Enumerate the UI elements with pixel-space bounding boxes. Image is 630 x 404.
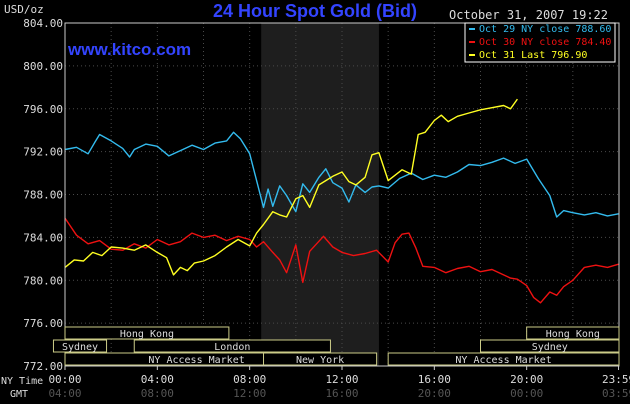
x-tick-label-gmt: 04:00	[48, 387, 81, 400]
session-label: London	[214, 342, 250, 353]
x-tick-label-ny: 04:00	[141, 373, 174, 386]
y-tick-label: 784.00	[23, 231, 63, 244]
x-tick-label-gmt: 20:00	[418, 387, 451, 400]
series-line-3	[64, 98, 518, 276]
session-bar	[133, 339, 331, 353]
y-tick-label: 772.00	[23, 360, 63, 373]
timestamp: October 31, 2007 19:22	[449, 8, 608, 22]
x-tick-label-gmt: 03:59	[602, 387, 630, 400]
x-tick-label-ny: 12:00	[325, 373, 358, 386]
legend-swatch-oct29	[469, 28, 475, 30]
legend-swatch-oct31	[469, 54, 475, 56]
chart-title: 24 Hour Spot Gold (Bid)	[213, 1, 417, 21]
x-tick-label-ny: 00:00	[48, 373, 81, 386]
session-label: Hong Kong	[120, 329, 174, 340]
session-label: Sydney	[62, 342, 98, 353]
session-bar	[263, 352, 378, 366]
x-tick-label-gmt: 12:00	[233, 387, 266, 400]
y-tick-label: 776.00	[23, 317, 63, 330]
x-tick-label-ny: 20:00	[510, 373, 543, 386]
legend-box	[464, 22, 616, 63]
session-label: New York	[296, 355, 344, 366]
session-bar	[387, 352, 620, 366]
x-tick-label-ny: 08:00	[233, 373, 266, 386]
y-tick-label: 792.00	[23, 146, 63, 159]
legend-oct30: Oct 30 NY close 784.40	[479, 37, 611, 48]
x-tick-label-gmt: 00:00	[510, 387, 543, 400]
session-bars: Hong Kong Sydney London NY Access Market New…	[52, 326, 620, 366]
x-tick-label-gmt: 08:00	[141, 387, 174, 400]
x-axis-ny-label: NY Time	[1, 376, 43, 387]
session-bar	[64, 326, 230, 340]
brand-url[interactable]: www.kitco.com	[67, 40, 191, 59]
x-tick-label-gmt: 16:00	[325, 387, 358, 400]
y-tick-label: 804.00	[23, 17, 63, 30]
x-tick-label-ny: 23:59	[602, 373, 630, 386]
session-bar	[526, 326, 620, 340]
y-tick-label: 796.00	[23, 103, 63, 116]
series-line-1	[64, 131, 619, 218]
x-tick-label-ny: 16:00	[418, 373, 451, 386]
session-bar	[52, 339, 108, 353]
legend-oct31: Oct 31 Last 796.90	[479, 50, 587, 61]
legend-swatch-oct30	[469, 41, 475, 43]
session-label: Hong Kong	[546, 329, 600, 340]
y-tick-label: 780.00	[23, 274, 63, 287]
session-bar	[480, 339, 620, 353]
y-axis-unit: USD/oz	[4, 3, 44, 16]
ny-session-band	[261, 23, 379, 366]
legend: Oct 29 NY close 788.60 Oct 30 NY close 7…	[464, 22, 616, 63]
session-label: Sydney	[532, 342, 568, 353]
legend-oct29: Oct 29 NY close 788.60	[479, 24, 611, 35]
plot-layer: 804.00 800.00 796.00 792.00 788.00 784.00 780.…	[23, 17, 630, 400]
x-axis-gmt-label: GMT	[10, 389, 28, 400]
y-tick-label: 788.00	[23, 189, 63, 202]
y-tick-label: 800.00	[23, 60, 63, 73]
series-line-2	[64, 217, 619, 304]
session-label: NY Access Market	[148, 355, 244, 366]
session-label: NY Access Market	[455, 355, 551, 366]
